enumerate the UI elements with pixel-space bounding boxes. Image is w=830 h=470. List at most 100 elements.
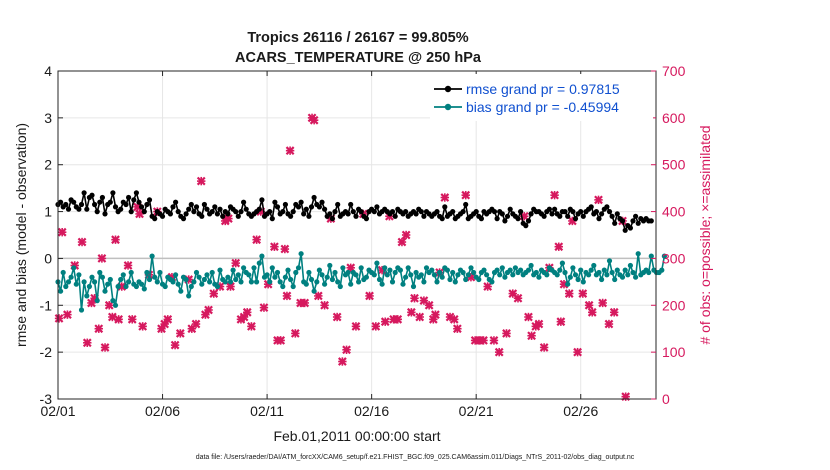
series-point: [89, 192, 95, 198]
series-point: [335, 279, 341, 285]
series-point: [619, 274, 626, 280]
series-point: [178, 288, 184, 294]
series-point: [123, 201, 129, 208]
series-point: [256, 206, 262, 212]
x-tick-label: 02/01: [40, 403, 75, 419]
obs-marker: [57, 227, 67, 237]
series-point: [635, 220, 641, 226]
series-point: [141, 286, 147, 292]
series-point: [570, 265, 576, 271]
series-point: [525, 267, 532, 273]
chart-title: Tropics 26116 / 26167 = 99.805%: [247, 30, 468, 46]
series-point: [293, 269, 299, 276]
series-point: [408, 272, 414, 278]
series-point: [348, 201, 354, 208]
obs-marker: [578, 289, 588, 298]
series-point: [152, 274, 158, 280]
series-point: [78, 201, 85, 208]
series-point: [562, 269, 568, 276]
series-point: [609, 213, 615, 219]
legend-swatch-marker: [444, 103, 452, 111]
series-point: [86, 283, 92, 290]
series-point: [504, 213, 511, 219]
series-point: [316, 204, 322, 210]
series-point: [251, 265, 257, 271]
series-point: [350, 209, 356, 215]
series-point: [463, 276, 469, 283]
obs-marker: [534, 319, 544, 329]
series-point: [81, 190, 87, 196]
obs-marker: [489, 336, 499, 345]
series-point: [131, 197, 137, 203]
series-point: [510, 272, 516, 278]
series-point: [565, 213, 571, 219]
series-point: [207, 279, 213, 285]
series-point: [120, 272, 126, 278]
series-point: [572, 216, 579, 222]
series-point: [199, 281, 205, 287]
series-point: [463, 201, 469, 208]
series-point: [329, 216, 335, 222]
series-point: [476, 276, 482, 283]
obs-marker: [163, 314, 173, 324]
obs-marker: [100, 343, 110, 352]
series-point: [175, 209, 181, 215]
series-point: [282, 274, 288, 280]
series-point: [429, 267, 435, 273]
series-point: [204, 272, 210, 278]
series-point: [112, 204, 119, 210]
series-point: [659, 267, 665, 273]
series-point: [107, 199, 113, 205]
series-point: [102, 288, 108, 294]
obs-marker: [406, 307, 416, 317]
series-point: [259, 253, 265, 259]
series-point: [499, 265, 505, 271]
series-point: [528, 211, 534, 217]
series-point: [376, 276, 383, 283]
series-point: [267, 279, 273, 285]
obs-marker: [209, 289, 219, 298]
obs-marker: [175, 329, 185, 338]
x-tick-label: 02/06: [145, 403, 180, 419]
series-point: [403, 209, 409, 215]
obs-marker: [604, 319, 614, 329]
bias-series: [55, 251, 668, 313]
series-point: [112, 302, 119, 308]
obs-marker: [63, 310, 72, 320]
series-point: [601, 267, 607, 273]
series-point: [559, 260, 566, 266]
series-point: [298, 199, 304, 205]
series-point: [536, 274, 542, 280]
series-point: [588, 267, 594, 273]
y-tick-label-left: 1: [44, 204, 52, 220]
obs-marker: [313, 291, 323, 301]
series-point: [186, 293, 192, 299]
series-point: [327, 262, 333, 269]
series-point: [167, 211, 173, 217]
series-point: [269, 216, 275, 222]
series-point: [371, 209, 377, 215]
series-point: [450, 269, 456, 276]
series-point: [133, 190, 139, 196]
series-point: [196, 274, 202, 280]
series-point: [329, 276, 335, 283]
series-point: [586, 272, 592, 278]
series-point: [599, 276, 605, 283]
series-point: [175, 281, 181, 287]
series-point: [282, 201, 288, 208]
series-point: [285, 267, 291, 273]
y-tick-label-right: 200: [662, 297, 686, 313]
y-tick-label-right: 700: [662, 63, 686, 79]
obs-marker: [77, 237, 87, 247]
series-point: [549, 211, 555, 217]
series-point: [322, 281, 328, 287]
series-point: [356, 279, 362, 285]
x-tick-label: 02/16: [354, 403, 389, 419]
obs-marker: [440, 193, 450, 202]
obs-marker: [280, 244, 290, 254]
obs-marker: [554, 242, 564, 252]
series-point: [191, 279, 197, 285]
series-point: [298, 251, 304, 257]
series-point: [180, 216, 187, 222]
series-point: [199, 213, 205, 219]
